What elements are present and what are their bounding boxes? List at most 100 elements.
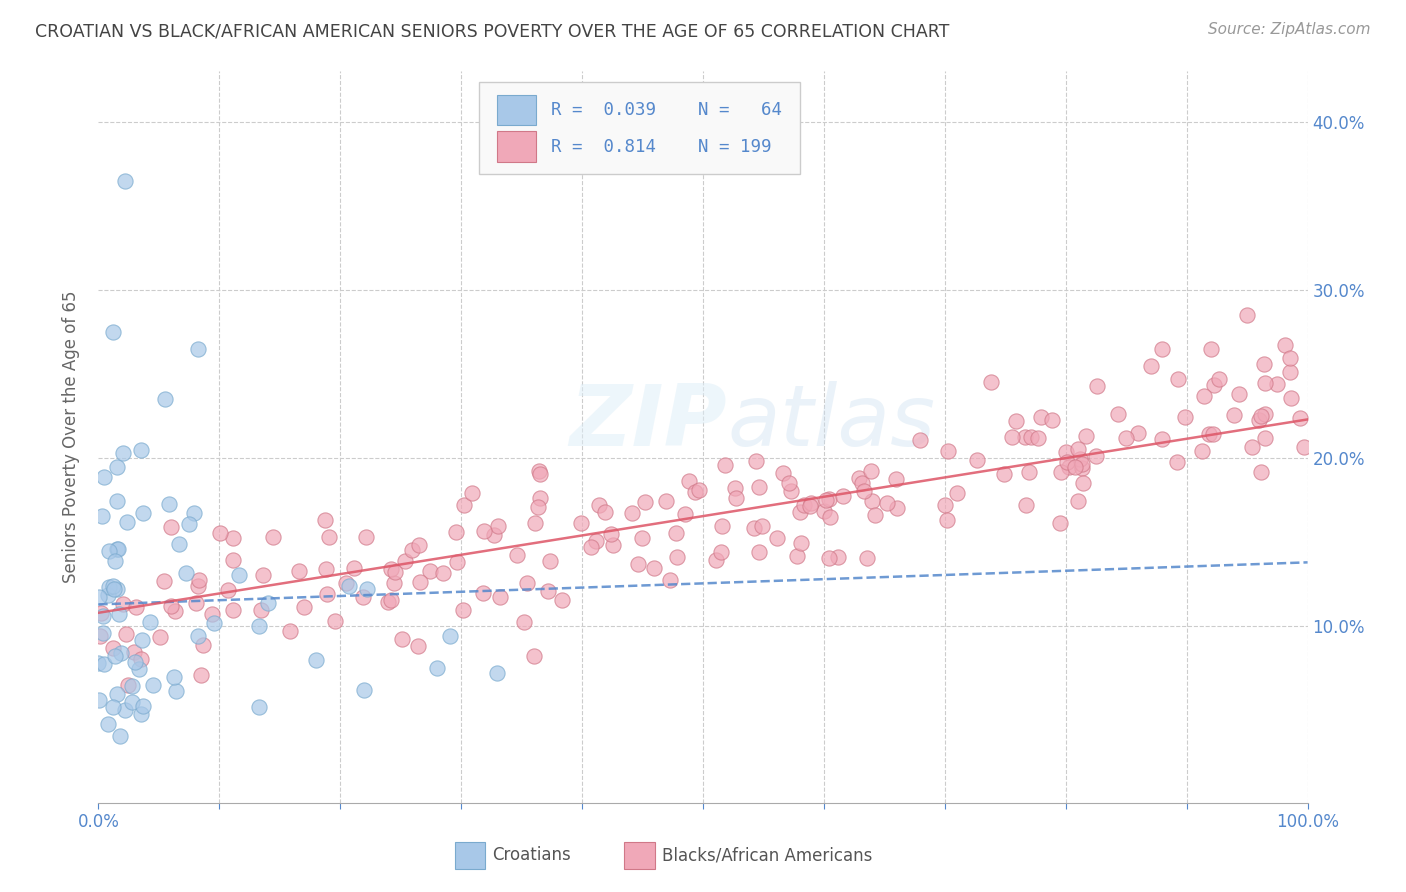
Point bbox=[352, 590, 374, 604]
Point bbox=[108, 729, 131, 743]
Bar bbox=[456, 841, 485, 870]
Point bbox=[163, 670, 186, 684]
Point bbox=[1279, 391, 1302, 405]
Bar bbox=[498, 131, 536, 162]
Point bbox=[851, 476, 873, 491]
Point bbox=[1001, 430, 1024, 444]
Point bbox=[107, 607, 129, 621]
Point bbox=[157, 497, 180, 511]
Point bbox=[125, 599, 148, 614]
Point bbox=[103, 641, 125, 656]
Point bbox=[585, 534, 607, 549]
Point bbox=[790, 535, 813, 549]
Point bbox=[287, 564, 309, 578]
Point bbox=[1070, 457, 1092, 471]
Point bbox=[704, 553, 727, 567]
Point bbox=[335, 576, 357, 591]
Point bbox=[1294, 440, 1316, 454]
Point bbox=[122, 645, 145, 659]
Point bbox=[256, 596, 278, 610]
Point bbox=[153, 392, 176, 407]
Point bbox=[710, 519, 733, 533]
Text: ZIP: ZIP bbox=[569, 381, 727, 464]
Point bbox=[129, 706, 152, 721]
Point bbox=[537, 583, 560, 598]
Point bbox=[394, 554, 416, 568]
Point bbox=[529, 464, 551, 478]
Point bbox=[142, 678, 165, 692]
Point bbox=[817, 492, 839, 507]
Point bbox=[278, 624, 301, 638]
Point bbox=[89, 693, 111, 707]
Point bbox=[1152, 342, 1174, 356]
Point bbox=[128, 662, 150, 676]
Point bbox=[884, 472, 907, 486]
Point bbox=[222, 603, 245, 617]
Point bbox=[1056, 455, 1078, 469]
Point bbox=[262, 530, 284, 544]
Point bbox=[793, 498, 815, 512]
Point bbox=[121, 679, 143, 693]
Bar bbox=[498, 95, 536, 126]
Point bbox=[593, 505, 616, 519]
Point bbox=[665, 525, 688, 540]
Point bbox=[104, 648, 127, 663]
Point bbox=[1028, 431, 1050, 445]
Point bbox=[1253, 357, 1275, 371]
Point bbox=[524, 516, 547, 531]
Point bbox=[886, 500, 908, 515]
Point bbox=[89, 629, 111, 643]
Point bbox=[1071, 461, 1094, 475]
Point bbox=[588, 498, 610, 512]
Point bbox=[818, 550, 841, 565]
Point bbox=[710, 545, 733, 559]
Point bbox=[655, 494, 678, 508]
Point bbox=[860, 494, 883, 508]
Text: R =  0.039    N =   64: R = 0.039 N = 64 bbox=[551, 101, 782, 120]
Point bbox=[673, 507, 696, 521]
Point bbox=[354, 530, 377, 544]
Point bbox=[105, 459, 128, 474]
Point bbox=[529, 491, 551, 505]
Point bbox=[401, 543, 423, 558]
Point bbox=[384, 565, 406, 579]
Point bbox=[631, 531, 654, 545]
Point bbox=[489, 590, 512, 604]
Point bbox=[91, 608, 114, 623]
Point bbox=[305, 653, 328, 667]
Point bbox=[426, 661, 449, 675]
Point bbox=[105, 686, 128, 700]
Point bbox=[124, 655, 146, 669]
Point bbox=[600, 527, 623, 541]
Point bbox=[935, 513, 957, 527]
Point bbox=[446, 525, 468, 540]
Point bbox=[634, 495, 657, 509]
Point bbox=[409, 574, 432, 589]
Point bbox=[827, 550, 849, 565]
Point bbox=[1208, 372, 1230, 386]
Text: Source: ZipAtlas.com: Source: ZipAtlas.com bbox=[1208, 22, 1371, 37]
Point bbox=[249, 618, 271, 632]
Point bbox=[353, 683, 375, 698]
Point bbox=[191, 638, 214, 652]
Point bbox=[1014, 430, 1036, 444]
Point bbox=[159, 599, 181, 613]
Point bbox=[724, 491, 747, 506]
Point bbox=[97, 543, 120, 558]
Point bbox=[323, 614, 346, 628]
Point bbox=[581, 540, 603, 554]
Point bbox=[117, 678, 139, 692]
Point bbox=[187, 578, 209, 592]
Point bbox=[1254, 376, 1277, 390]
Point bbox=[748, 545, 770, 559]
Point bbox=[318, 530, 340, 544]
Point bbox=[527, 500, 550, 514]
Point bbox=[1250, 465, 1272, 479]
Point bbox=[688, 483, 710, 498]
Point bbox=[165, 604, 187, 618]
Point bbox=[1199, 342, 1222, 356]
Point bbox=[105, 541, 128, 556]
Point bbox=[138, 615, 160, 630]
Point bbox=[1204, 378, 1226, 392]
Point bbox=[1005, 414, 1028, 428]
